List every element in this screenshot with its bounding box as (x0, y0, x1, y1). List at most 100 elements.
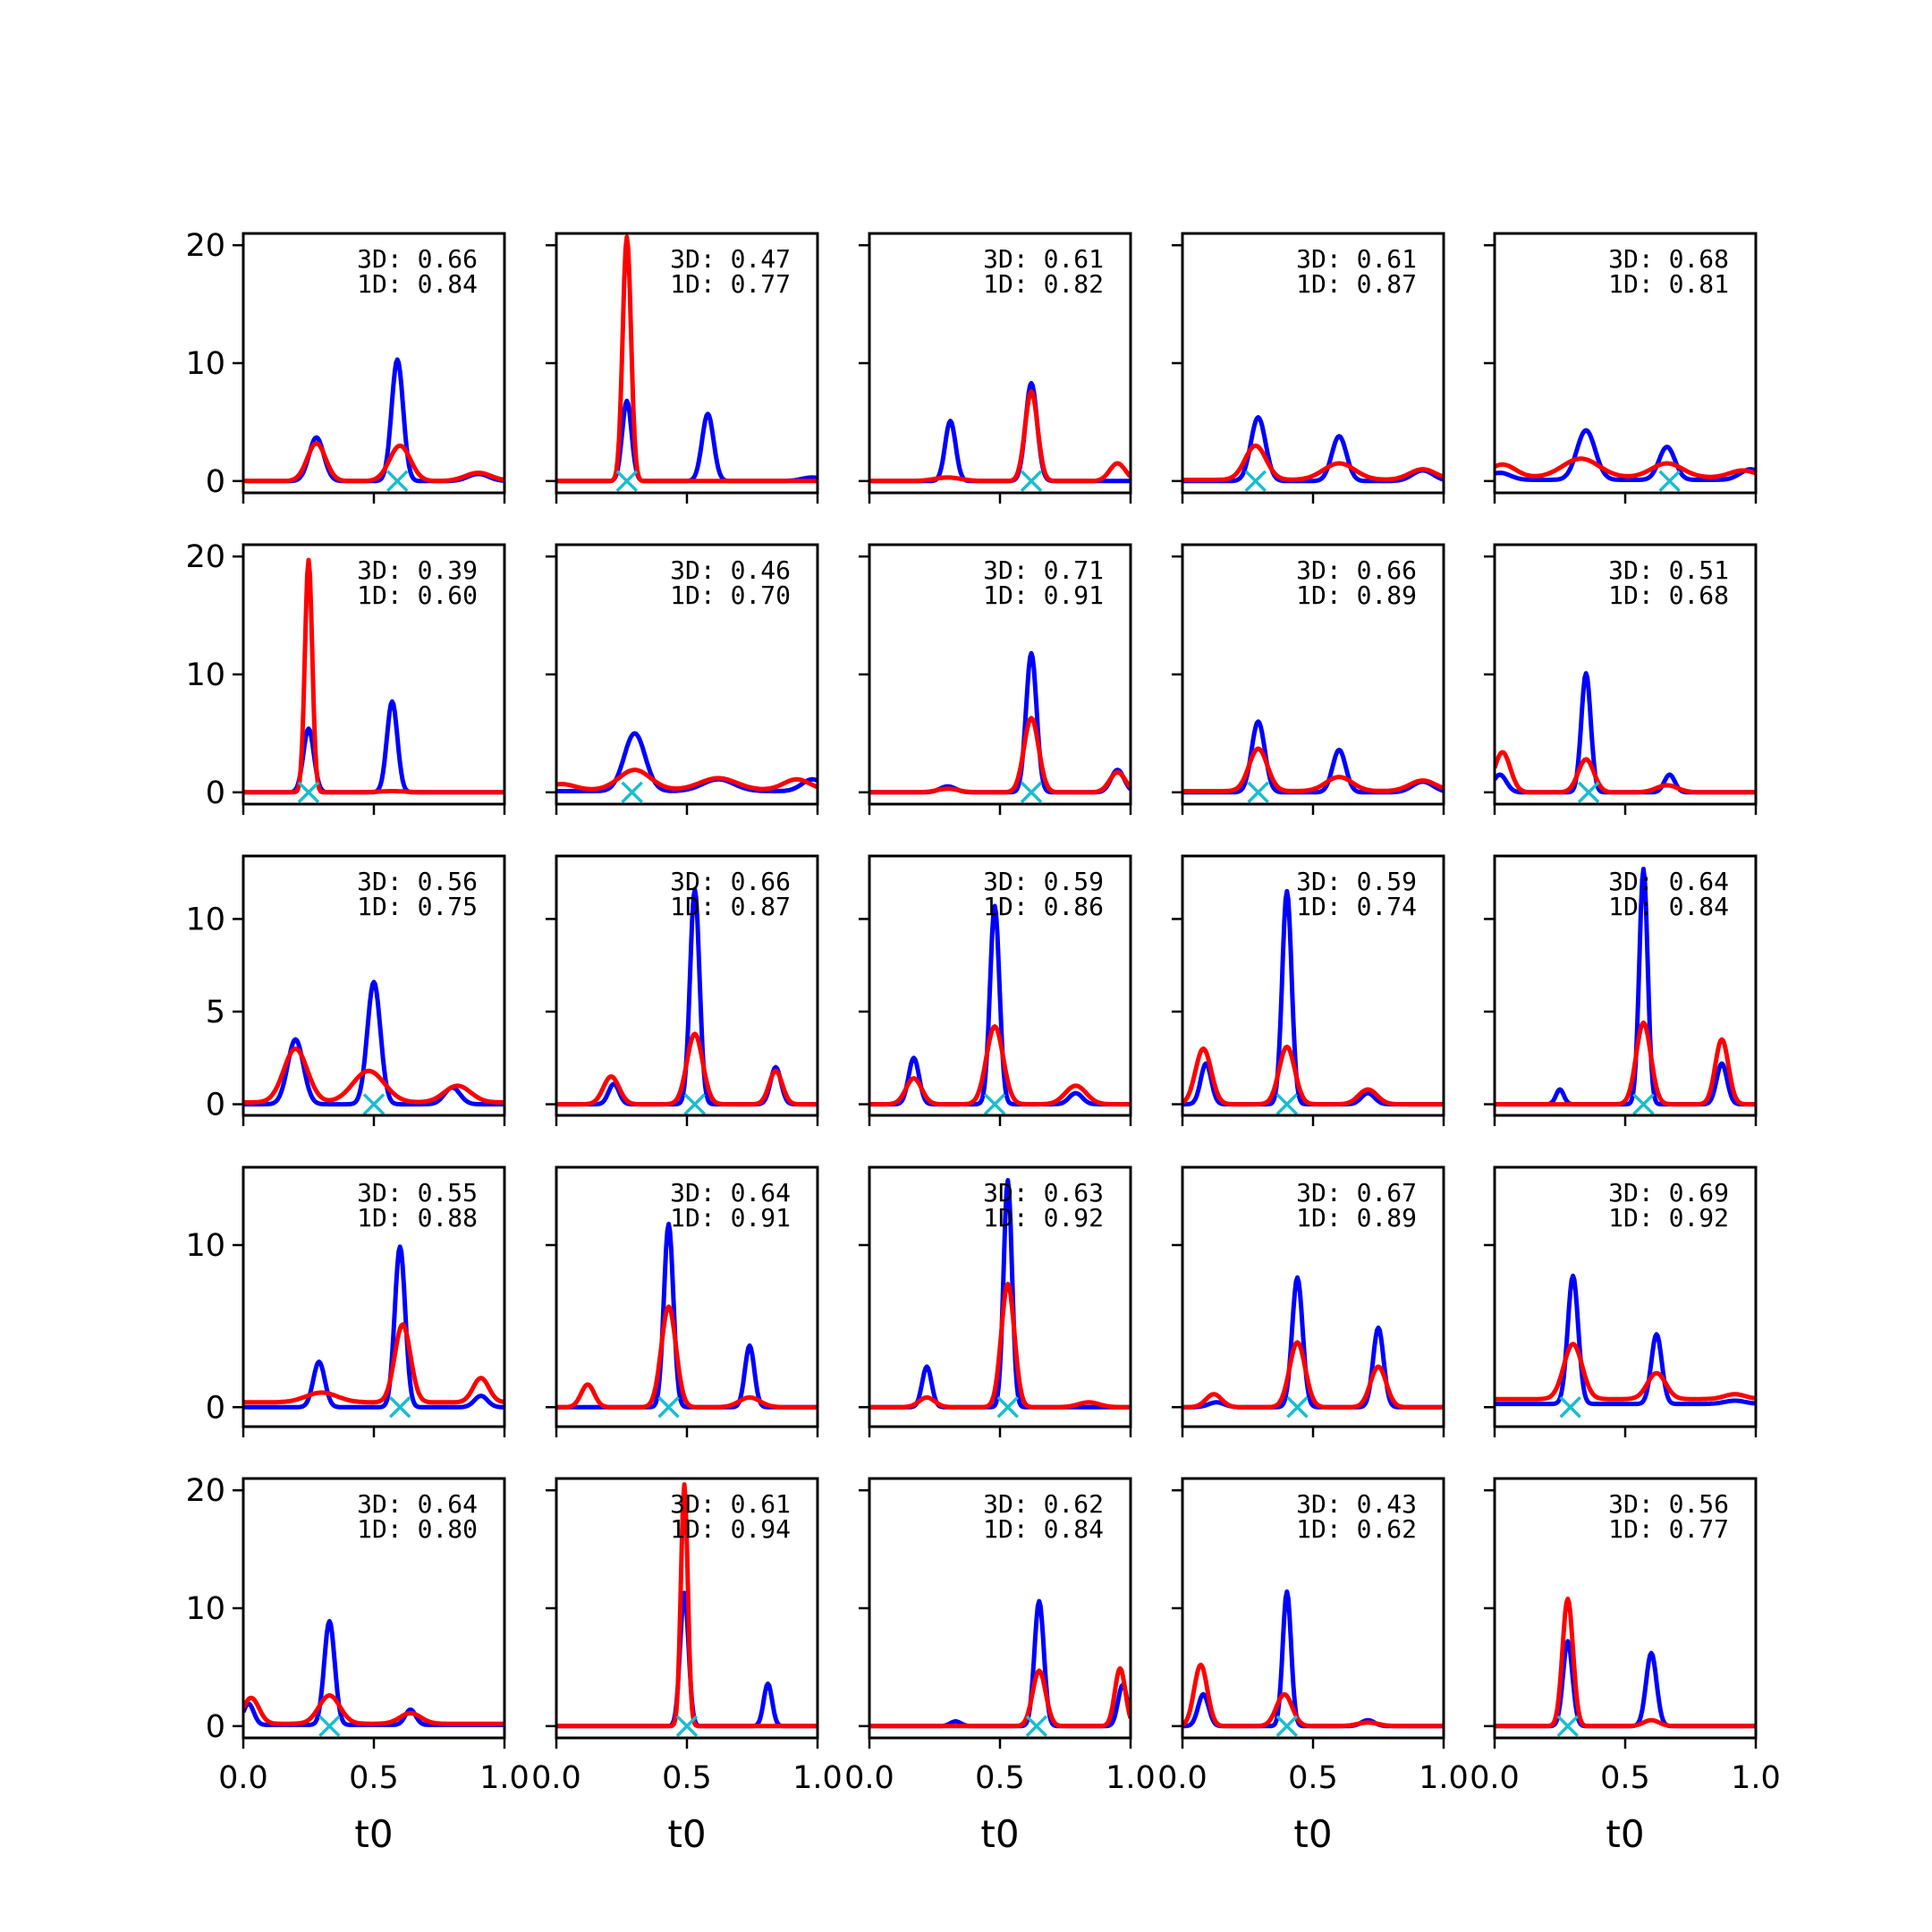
marker-x (621, 781, 643, 804)
series-red-line (1495, 750, 1756, 795)
annotation-1d: 1D: 0.94 (670, 1514, 791, 1544)
marker-x (1025, 1715, 1048, 1738)
annotation-1d: 1D: 0.75 (357, 892, 478, 921)
marker-x (1286, 1396, 1309, 1419)
annotation-3d: 3D: 0.61 (983, 244, 1104, 274)
annotation-3d: 3D: 0.56 (1608, 1489, 1729, 1519)
series-blue-line (243, 1244, 504, 1410)
annotation-3d: 3D: 0.43 (1296, 1489, 1417, 1519)
x-tick-label: 1.0 (479, 1760, 530, 1796)
annotation-3d: 3D: 0.64 (1608, 867, 1729, 896)
marker-x (996, 1396, 1019, 1419)
annotation-1d: 1D: 0.89 (1296, 580, 1417, 610)
annotation-1d: 1D: 0.84 (357, 269, 478, 299)
series-blue-line (1182, 719, 1444, 795)
y-tick-label: 0 (206, 1088, 225, 1123)
annotation-3d: 3D: 0.46 (670, 555, 791, 585)
y-tick-label: 10 (185, 657, 225, 693)
series-red-line (243, 441, 504, 484)
marker-x (1556, 1715, 1579, 1738)
x-tick-label: 0.0 (1157, 1760, 1208, 1796)
marker-x (1020, 470, 1043, 493)
series-red-line (556, 767, 818, 792)
marker-x (362, 1093, 386, 1115)
series-blue-line (1495, 428, 1756, 482)
y-tick-label: 0 (206, 1390, 225, 1426)
y-tick-label: 0 (206, 775, 225, 811)
annotation-1d: 1D: 0.92 (983, 1203, 1104, 1233)
marker-x (1577, 781, 1600, 804)
x-tick-label: 0.5 (1600, 1760, 1650, 1796)
series-blue-line (1182, 415, 1444, 484)
marker-x (675, 1715, 699, 1738)
y-tick-label: 10 (185, 346, 225, 382)
x-tick-label: 0.5 (975, 1760, 1025, 1796)
annotation-1d: 1D: 0.60 (357, 580, 478, 610)
y-tick-label: 0 (206, 464, 225, 500)
series-red-line (869, 1024, 1131, 1107)
series-blue-line (1182, 1589, 1444, 1729)
annotation-3d: 3D: 0.39 (357, 555, 478, 585)
x-axis-label: t0 (1606, 1812, 1644, 1856)
annotation-3d: 3D: 0.69 (1608, 1178, 1729, 1208)
series-red-line (243, 1046, 504, 1105)
annotation-3d: 3D: 0.51 (1608, 555, 1729, 585)
series-blue-line (1495, 1639, 1756, 1729)
series-red-line (556, 1304, 818, 1410)
series-blue-line (1182, 1275, 1444, 1410)
series-red-line (1495, 456, 1756, 479)
series-red-line (556, 1482, 818, 1729)
annotation-1d: 1D: 0.77 (1608, 1514, 1729, 1544)
annotation-3d: 3D: 0.64 (670, 1178, 791, 1208)
series-red-line (1182, 1662, 1444, 1729)
annotation-3d: 3D: 0.66 (670, 867, 791, 896)
y-tick-label: 20 (185, 539, 225, 575)
marker-x (1244, 470, 1267, 493)
annotation-1d: 1D: 0.68 (1608, 580, 1729, 610)
series-blue-line (869, 380, 1131, 484)
annotation-3d: 3D: 0.68 (1608, 244, 1729, 274)
series-red-line (243, 557, 504, 795)
x-axis-label: t0 (980, 1812, 1019, 1856)
series-red-line (1182, 746, 1444, 793)
y-tick-label: 20 (185, 1473, 225, 1509)
series-blue-line (869, 650, 1131, 795)
annotation-3d: 3D: 0.59 (983, 867, 1104, 896)
series-red-line (869, 716, 1131, 795)
marker-x (1275, 1093, 1299, 1115)
y-tick-label: 10 (185, 1228, 225, 1264)
marker-x (657, 1396, 680, 1419)
annotation-1d: 1D: 0.89 (1296, 1203, 1417, 1233)
annotation-3d: 3D: 0.62 (983, 1489, 1104, 1519)
marker-x (1275, 1715, 1299, 1738)
marker-x (683, 1093, 706, 1115)
series-red-line (1495, 1597, 1756, 1729)
marker-x (1020, 781, 1043, 804)
y-tick-label: 5 (206, 995, 225, 1030)
x-axis-label: t0 (1293, 1812, 1332, 1856)
x-tick-label: 1.0 (1106, 1760, 1156, 1796)
series-blue-line (869, 1598, 1131, 1729)
series-blue-line (556, 731, 818, 793)
series-red-line (243, 1693, 504, 1726)
series-red-line (1495, 1342, 1756, 1402)
annotation-3d: 3D: 0.61 (670, 1489, 791, 1519)
annotation-1d: 1D: 0.77 (670, 269, 791, 299)
marker-x (1559, 1396, 1581, 1419)
annotation-3d: 3D: 0.66 (357, 244, 478, 274)
marker-x (1658, 470, 1681, 493)
annotation-3d: 3D: 0.47 (670, 244, 791, 274)
x-tick-label: 0.0 (218, 1760, 268, 1796)
x-tick-label: 0.0 (844, 1760, 894, 1796)
annotation-1d: 1D: 0.74 (1296, 892, 1417, 921)
annotation-3d: 3D: 0.64 (357, 1489, 478, 1519)
annotation-3d: 3D: 0.55 (357, 1178, 478, 1208)
series-blue-line (1182, 888, 1444, 1107)
series-red-line (1182, 443, 1444, 482)
annotation-1d: 1D: 0.91 (670, 1203, 791, 1233)
annotation-1d: 1D: 0.92 (1608, 1203, 1729, 1233)
series-blue-line (556, 1221, 818, 1410)
series-red-line (1182, 1340, 1444, 1410)
series-blue-line (243, 1619, 504, 1727)
